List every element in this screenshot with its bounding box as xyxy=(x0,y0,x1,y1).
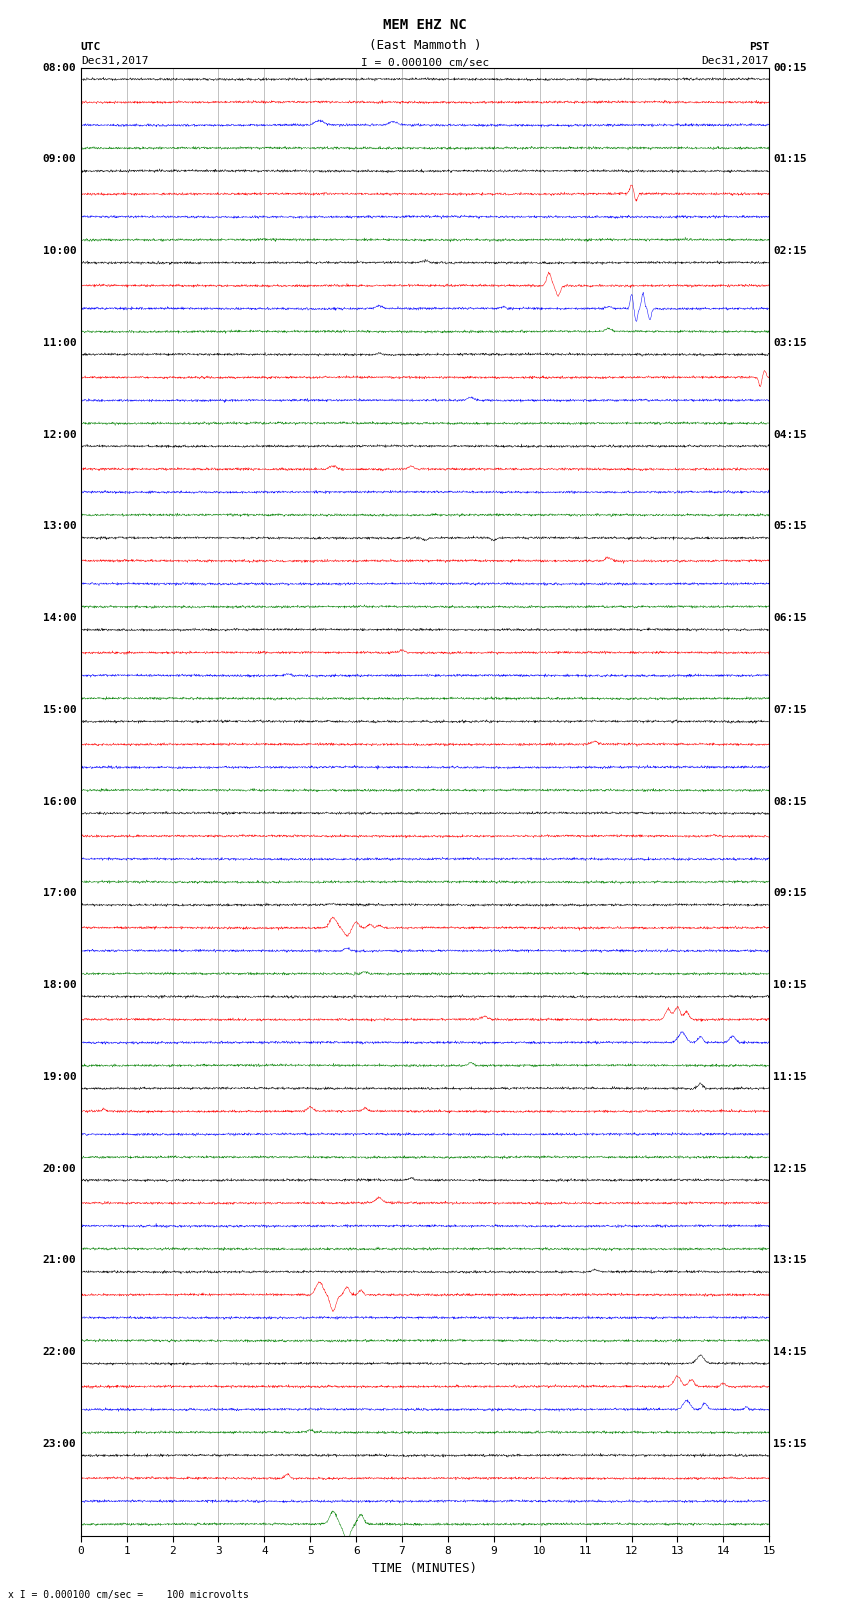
Text: 12:00: 12:00 xyxy=(42,429,76,440)
Text: 23:00: 23:00 xyxy=(42,1439,76,1448)
Text: (East Mammoth ): (East Mammoth ) xyxy=(369,39,481,52)
Text: 08:00: 08:00 xyxy=(42,63,76,73)
Text: 01:15: 01:15 xyxy=(774,155,807,165)
Text: 02:15: 02:15 xyxy=(774,247,807,256)
Text: I = 0.000100 cm/sec: I = 0.000100 cm/sec xyxy=(361,58,489,68)
Text: 14:15: 14:15 xyxy=(774,1347,807,1357)
Text: 11:00: 11:00 xyxy=(42,339,76,348)
Text: 13:15: 13:15 xyxy=(774,1255,807,1265)
Text: 11:15: 11:15 xyxy=(774,1073,807,1082)
X-axis label: TIME (MINUTES): TIME (MINUTES) xyxy=(372,1561,478,1574)
Text: 19:00: 19:00 xyxy=(42,1073,76,1082)
Text: 08:15: 08:15 xyxy=(774,797,807,806)
Text: 15:00: 15:00 xyxy=(42,705,76,715)
Text: 12:15: 12:15 xyxy=(774,1163,807,1174)
Text: 18:00: 18:00 xyxy=(42,981,76,990)
Text: 21:00: 21:00 xyxy=(42,1255,76,1265)
Text: 07:15: 07:15 xyxy=(774,705,807,715)
Text: 22:00: 22:00 xyxy=(42,1347,76,1357)
Text: MEM EHZ NC: MEM EHZ NC xyxy=(383,18,467,32)
Text: 03:15: 03:15 xyxy=(774,339,807,348)
Text: Dec31,2017: Dec31,2017 xyxy=(81,56,148,66)
Text: x I = 0.000100 cm/sec =    100 microvolts: x I = 0.000100 cm/sec = 100 microvolts xyxy=(8,1590,249,1600)
Text: 00:15: 00:15 xyxy=(774,63,807,73)
Text: 06:15: 06:15 xyxy=(774,613,807,623)
Text: PST: PST xyxy=(749,42,769,52)
Text: 13:00: 13:00 xyxy=(42,521,76,531)
Text: 15:15: 15:15 xyxy=(774,1439,807,1448)
Text: UTC: UTC xyxy=(81,42,101,52)
Text: Dec31,2017: Dec31,2017 xyxy=(702,56,769,66)
Text: 05:15: 05:15 xyxy=(774,521,807,531)
Text: 09:15: 09:15 xyxy=(774,889,807,898)
Text: 16:00: 16:00 xyxy=(42,797,76,806)
Text: 14:00: 14:00 xyxy=(42,613,76,623)
Text: 17:00: 17:00 xyxy=(42,889,76,898)
Text: 04:15: 04:15 xyxy=(774,429,807,440)
Text: 09:00: 09:00 xyxy=(42,155,76,165)
Text: 10:15: 10:15 xyxy=(774,981,807,990)
Text: 10:00: 10:00 xyxy=(42,247,76,256)
Text: 20:00: 20:00 xyxy=(42,1163,76,1174)
